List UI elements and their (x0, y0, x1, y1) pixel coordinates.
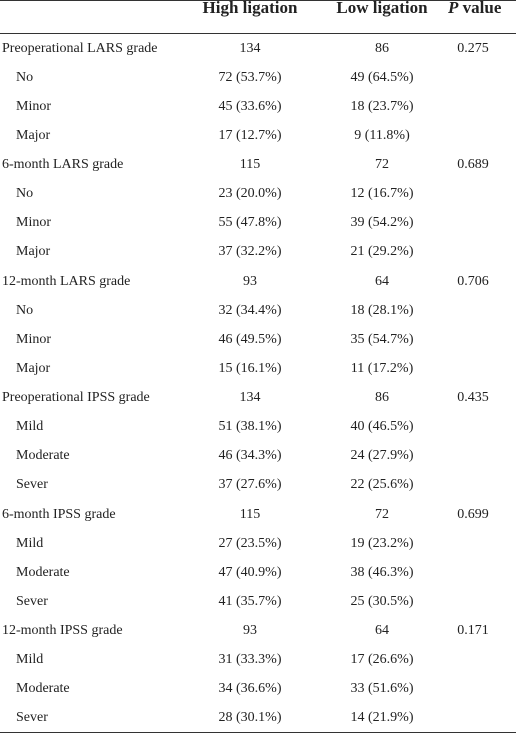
p-text: value (462, 0, 502, 17)
p-value: 0.171 (457, 623, 489, 639)
row-label: Mild (16, 535, 44, 551)
column-header: Low ligation (336, 0, 428, 17)
low-ligation: 11 (17.2%) (350, 360, 414, 376)
high-ligation: 115 (239, 506, 261, 522)
high-ligation: 28 (30.1%) (218, 710, 282, 726)
column-header: P value (448, 0, 516, 18)
high-ligation: 23 (20.0%) (218, 186, 282, 202)
row-label: 12-month IPSS grade (2, 623, 123, 639)
p-value: 0.706 (457, 273, 489, 289)
high-ligation: 134 (239, 40, 261, 56)
low-ligation: 64 (375, 273, 389, 289)
high-ligation: 45 (33.6%) (218, 98, 282, 114)
high-ligation: 134 (239, 390, 261, 406)
p-value: 0.689 (457, 157, 489, 173)
high-ligation: 115 (239, 157, 261, 173)
high-ligation: 15 (16.1%) (218, 360, 282, 376)
top-rule (0, 0, 516, 1)
low-ligation: 19 (23.2%) (350, 535, 414, 551)
low-ligation: 22 (25.6%) (350, 477, 414, 493)
row-label: Sever (16, 593, 48, 609)
row-label: Preoperational IPSS grade (2, 390, 150, 406)
row-label: Moderate (16, 448, 70, 464)
high-ligation: 55 (47.8%) (218, 215, 282, 231)
high-ligation: 47 (40.9%) (218, 564, 282, 580)
row-label: Mild (16, 419, 44, 435)
row-label: 6-month LARS grade (2, 157, 124, 173)
low-ligation: 49 (64.5%) (350, 69, 414, 85)
low-ligation: 18 (28.1%) (350, 302, 414, 318)
row-label: Minor (16, 331, 51, 347)
low-ligation: 39 (54.2%) (350, 215, 414, 231)
row-label: No (16, 69, 34, 85)
low-ligation: 24 (27.9%) (350, 448, 414, 464)
high-ligation: 93 (243, 623, 257, 639)
low-ligation: 72 (375, 157, 389, 173)
high-ligation: 93 (243, 273, 257, 289)
row-label: No (16, 302, 34, 318)
row-label: Major (16, 360, 51, 376)
high-ligation: 46 (49.5%) (218, 331, 282, 347)
low-ligation: 38 (46.3%) (350, 564, 414, 580)
row-label: Sever (16, 710, 48, 726)
low-ligation: 21 (29.2%) (350, 244, 414, 260)
row-label: No (16, 186, 34, 202)
row-label: Moderate (16, 681, 70, 697)
low-ligation: 25 (30.5%) (350, 593, 414, 609)
row-label: Sever (16, 477, 48, 493)
low-ligation: 40 (46.5%) (350, 419, 414, 435)
high-ligation: 51 (38.1%) (218, 419, 282, 435)
high-ligation: 31 (33.3%) (218, 652, 282, 668)
row-label: Preoperational LARS grade (2, 40, 158, 56)
high-ligation: 17 (12.7%) (218, 127, 282, 143)
low-ligation: 33 (51.6%) (350, 681, 414, 697)
p-value: 0.699 (457, 506, 489, 522)
high-ligation: 34 (36.6%) (218, 681, 282, 697)
column-header: High ligation (202, 0, 298, 17)
row-label: Minor (16, 215, 51, 231)
high-ligation: 72 (53.7%) (218, 69, 282, 85)
p-symbol: P (448, 0, 459, 17)
low-ligation: 86 (375, 390, 389, 406)
high-ligation: 32 (34.4%) (218, 302, 282, 318)
header-rule (0, 33, 516, 34)
row-label: Minor (16, 98, 51, 114)
low-ligation: 14 (21.9%) (350, 710, 414, 726)
low-ligation: 17 (26.6%) (350, 652, 414, 668)
high-ligation: 27 (23.5%) (218, 535, 282, 551)
low-ligation: 64 (375, 623, 389, 639)
row-label: Moderate (16, 564, 70, 580)
high-ligation: 41 (35.7%) (218, 593, 282, 609)
row-label: 12-month LARS grade (2, 273, 131, 289)
low-ligation: 18 (23.7%) (350, 98, 414, 114)
p-value: 0.275 (457, 40, 489, 56)
low-ligation: 86 (375, 40, 389, 56)
row-label: Major (16, 244, 51, 260)
low-ligation: 35 (54.7%) (350, 331, 414, 347)
low-ligation: 12 (16.7%) (350, 186, 414, 202)
low-ligation: 72 (375, 506, 389, 522)
high-ligation: 37 (32.2%) (218, 244, 282, 260)
p-value: 0.435 (457, 390, 489, 406)
high-ligation: 37 (27.6%) (218, 477, 282, 493)
row-label: Mild (16, 652, 44, 668)
row-label: 6-month IPSS grade (2, 506, 116, 522)
row-label: Major (16, 127, 51, 143)
low-ligation: 9 (11.8%) (354, 127, 410, 143)
high-ligation: 46 (34.3%) (218, 448, 282, 464)
